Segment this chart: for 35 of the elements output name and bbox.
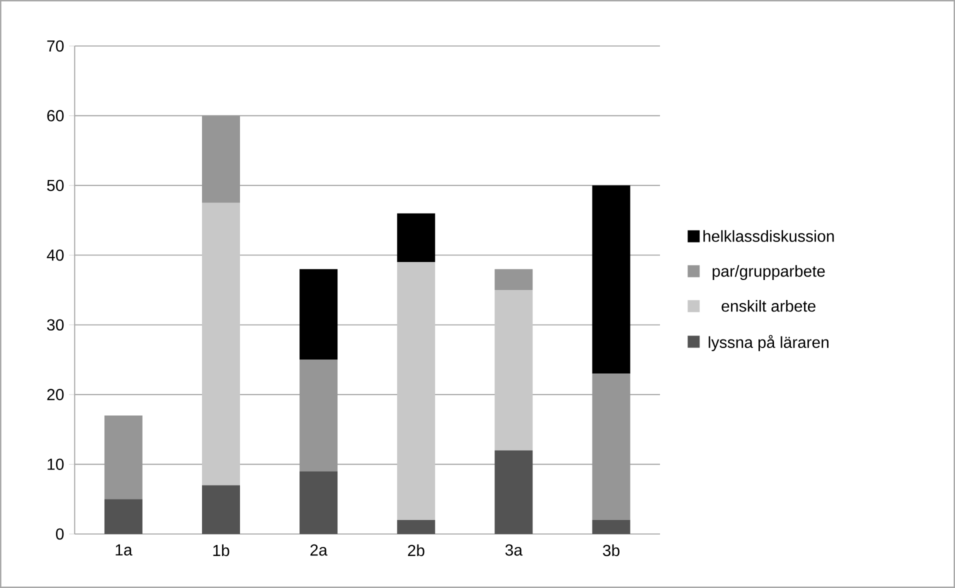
bar bbox=[592, 185, 630, 374]
y-tick-label: 40 bbox=[46, 249, 64, 261]
x-tick-label: 1b bbox=[213, 544, 230, 556]
bar bbox=[104, 415, 142, 500]
bar bbox=[202, 485, 240, 534]
bar bbox=[494, 450, 533, 534]
y-tick-label: 30 bbox=[47, 319, 64, 331]
bar bbox=[300, 269, 338, 360]
bar bbox=[397, 262, 436, 520]
y-tick-label: 70 bbox=[47, 40, 64, 52]
x-tick-label: 2a bbox=[310, 544, 328, 556]
legend-label: lyssna på läraren bbox=[708, 334, 828, 352]
y-tick-label: 20 bbox=[47, 388, 64, 400]
y-tick-label: 50 bbox=[47, 180, 64, 192]
y-tick-label: 0 bbox=[56, 528, 64, 540]
legend-label: par/grupparbete bbox=[712, 265, 825, 280]
legend-label: enskilt arbete bbox=[722, 300, 816, 312]
bar bbox=[300, 360, 338, 472]
bar bbox=[202, 116, 240, 203]
x-tick-label: 3b bbox=[602, 544, 620, 556]
bar bbox=[104, 499, 142, 534]
bar bbox=[202, 202, 240, 486]
y-tick-label: 10 bbox=[48, 458, 64, 470]
bar bbox=[494, 269, 533, 290]
bar bbox=[592, 374, 630, 520]
x-tick-label: 2b bbox=[408, 544, 424, 556]
bar bbox=[300, 471, 338, 534]
bar bbox=[494, 290, 533, 450]
bar bbox=[397, 520, 436, 534]
bar bbox=[397, 213, 436, 262]
y-tick-label: 60 bbox=[47, 110, 64, 122]
x-tick-label: 3a bbox=[505, 544, 523, 556]
bar bbox=[592, 520, 630, 534]
x-tick-label: 1a bbox=[116, 544, 132, 556]
legend-label: helklassdiskussion bbox=[703, 230, 834, 242]
